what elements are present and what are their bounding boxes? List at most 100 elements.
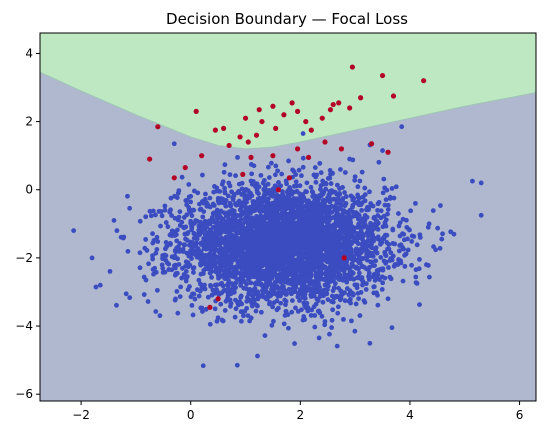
class-0-point (229, 211, 235, 217)
class-0-point (381, 176, 387, 182)
class-0-point (272, 280, 278, 286)
class-0-point (262, 219, 267, 224)
class-0-point (386, 246, 392, 252)
class-0-point (347, 207, 353, 213)
class-0-point (277, 194, 283, 199)
class-0-point (314, 275, 320, 281)
class-0-point (316, 308, 322, 314)
class-0-point (331, 285, 337, 291)
class-0-point (167, 209, 173, 215)
class-0-point (259, 254, 265, 260)
class-0-point (214, 185, 220, 191)
class-0-point (238, 318, 244, 324)
class-0-point (451, 231, 457, 237)
class-1-point (147, 156, 153, 162)
class-1-point (308, 127, 314, 133)
class-0-point (281, 203, 287, 208)
class-0-point (230, 195, 236, 201)
class-0-point (317, 244, 323, 250)
class-0-point (402, 252, 408, 258)
class-0-point (478, 212, 484, 218)
class-0-point (353, 248, 359, 253)
class-0-point (359, 263, 365, 269)
class-0-point (157, 313, 163, 319)
class-0-point (233, 201, 238, 207)
class-0-point (305, 249, 311, 255)
class-0-point (355, 258, 361, 264)
class-0-point (280, 211, 285, 217)
class-0-point (276, 224, 282, 229)
class-0-point (236, 188, 242, 194)
class-0-point (289, 309, 295, 315)
x-tick-label: −2 (72, 408, 90, 422)
class-0-point (279, 171, 285, 177)
class-0-point (366, 270, 372, 276)
class-0-point (142, 245, 148, 251)
class-0-point (318, 270, 324, 276)
class-0-point (363, 287, 369, 292)
class-0-point (265, 269, 271, 275)
class-0-point (295, 205, 300, 210)
class-0-point (296, 265, 301, 271)
class-0-point (280, 222, 286, 227)
class-0-point (195, 246, 201, 251)
class-0-point (187, 284, 192, 289)
class-0-point (332, 227, 338, 233)
class-0-point (312, 313, 318, 318)
class-0-point (267, 300, 273, 305)
class-0-point (227, 243, 233, 249)
class-0-point (330, 245, 336, 250)
class-0-point (329, 317, 335, 323)
class-0-point (178, 284, 184, 290)
class-0-point (298, 251, 304, 257)
class-0-point (280, 252, 286, 258)
class-0-point (308, 184, 314, 190)
class-0-point (402, 263, 408, 269)
class-0-point (346, 298, 352, 304)
class-0-point (409, 239, 415, 244)
class-0-point (397, 220, 403, 226)
class-0-point (344, 279, 350, 285)
class-0-point (111, 218, 117, 223)
class-1-point (245, 139, 251, 145)
class-0-point (440, 231, 445, 237)
class-0-point (379, 237, 385, 242)
class-0-point (398, 258, 403, 264)
class-1-point (336, 100, 342, 106)
class-0-point (280, 189, 285, 194)
class-0-point (196, 277, 202, 283)
class-0-point (368, 202, 374, 208)
class-0-point (294, 197, 300, 203)
class-0-point (221, 197, 227, 203)
class-1-point (294, 108, 301, 114)
class-0-point (265, 164, 271, 170)
class-0-point (244, 240, 249, 246)
class-0-point (231, 219, 237, 225)
class-1-point (226, 142, 232, 149)
class-0-point (284, 273, 290, 278)
class-0-point (376, 268, 381, 274)
class-0-point (306, 218, 311, 224)
class-0-point (389, 186, 395, 191)
class-0-point (271, 203, 277, 209)
class-0-point (210, 201, 216, 207)
class-0-point (338, 258, 343, 264)
class-0-point (337, 231, 343, 237)
class-0-point (337, 186, 342, 192)
class-0-point (314, 232, 320, 238)
class-0-point (347, 265, 353, 271)
class-0-point (314, 271, 320, 277)
class-0-point (342, 298, 348, 304)
class-1-point (289, 100, 295, 106)
class-0-point (97, 282, 103, 288)
class-0-point (273, 163, 279, 169)
class-0-point (222, 189, 228, 194)
class-0-point (343, 274, 349, 280)
class-0-point (203, 306, 209, 312)
class-0-point (426, 274, 432, 280)
class-0-point (303, 268, 309, 274)
class-0-point (371, 290, 377, 296)
class-0-point (228, 233, 233, 239)
class-0-point (260, 249, 266, 255)
